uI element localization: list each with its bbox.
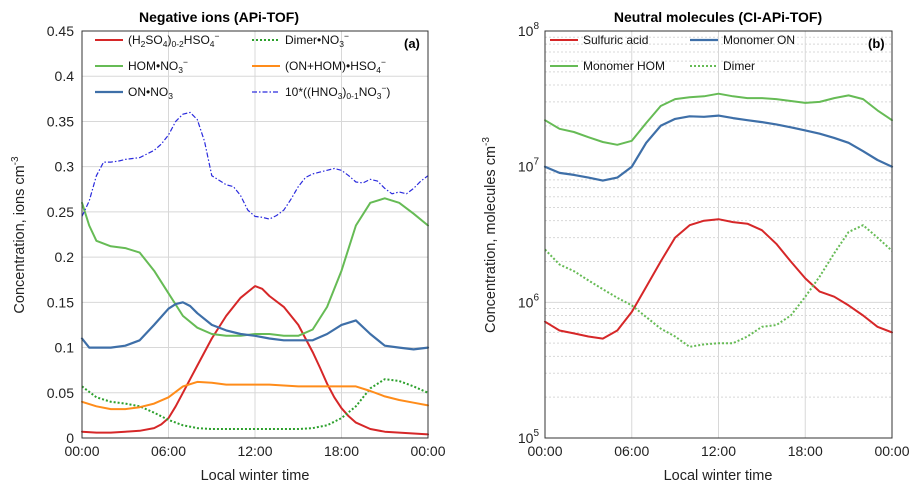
chart-panel-a: Negative ions (APi-TOF) 00:00 06:00 12:00 1… [10,9,446,484]
legend-label: (H2SO4)0-2HSO4− [128,31,220,49]
series-line-b-1 [543,114,894,182]
legend-label: (ON+HOM)•HSO4− [285,57,386,75]
x-tick-label: 18:00 [788,443,823,459]
panel-label-a: (a) [404,36,420,51]
y-tick-label: 0.2 [55,249,75,265]
y-tick-label: 0.45 [47,23,74,39]
series-line-a-3 [81,380,429,411]
y-tick-label: 0.4 [55,68,75,84]
legend-label: Dimer•NO3− [285,31,349,49]
y-tick-label: 0 [66,430,74,446]
y-tick-label: 0.05 [47,385,74,401]
y-tick-label: 0.15 [47,294,74,310]
legend-label: 10*((HNO3)0-1NO3−) [285,83,390,101]
legend-label: HOM•NO3− [128,57,188,75]
y-tick-label: 106 [518,292,540,310]
y-axis-label-text-a: Concentration, ions cm [12,165,28,313]
chart-panel-b: Neutral molecules (CI-APi-TOF) 00:00 06:0… [481,9,910,484]
plot-area-b [544,30,893,439]
y-axis-label-b: Concentration, molecules cm-3 [481,137,499,333]
series-line-a-1 [81,378,429,430]
x-tick-label: 00:00 [527,443,562,459]
x-tick-label: 00:00 [64,443,99,459]
y-tick-label: 0.1 [55,340,75,356]
legend-label: Monomer ON [723,33,795,47]
y-tick-label: 108 [518,21,540,39]
legend-label: Monomer HOM [583,59,665,73]
series-line-b-0 [544,218,893,340]
legend-label: Dimer [723,59,755,73]
y-tick-label: 0.25 [47,204,74,220]
series-line-b-3 [544,224,893,348]
y-tick-label: 107 [518,157,540,175]
chart-title-b: Neutral molecules (CI-APi-TOF) [614,9,822,25]
chart-title-a: Negative ions (APi-TOF) [139,9,299,25]
series-line-b-2 [544,92,893,146]
plot-area-a [81,30,429,439]
y-axis-label-sup-a: -3 [10,156,21,165]
x-tick-label: 06:00 [151,443,186,459]
x-axis-label-b: Local winter time [664,468,773,484]
legend-label: Sulfuric acid [583,33,648,47]
series-line-a-5 [81,111,429,220]
y-tick-label: 0.3 [55,159,75,175]
x-tick-label: 06:00 [614,443,649,459]
legend-label: ON•NO3 [128,85,173,101]
x-tick-label: 12:00 [701,443,736,459]
panel-label-b: (b) [868,36,885,51]
y-tick-label: 0.35 [47,113,74,129]
x-tick-label: 00:00 [410,443,445,459]
series-line-a-0 [81,285,429,436]
series-line-a-4 [80,301,430,351]
x-tick-label: 00:00 [874,443,909,459]
y-axis-label-sup-b: -3 [481,137,492,146]
x-axis-label-a: Local winter time [201,468,310,484]
x-tick-label: 12:00 [237,443,272,459]
x-tick-label: 18:00 [324,443,359,459]
y-axis-label-text-b: Concentration, molecules cm [483,146,499,333]
y-tick-label: 105 [518,428,540,446]
y-axis-label-a: Concentration, ions cm-3 [10,156,28,314]
